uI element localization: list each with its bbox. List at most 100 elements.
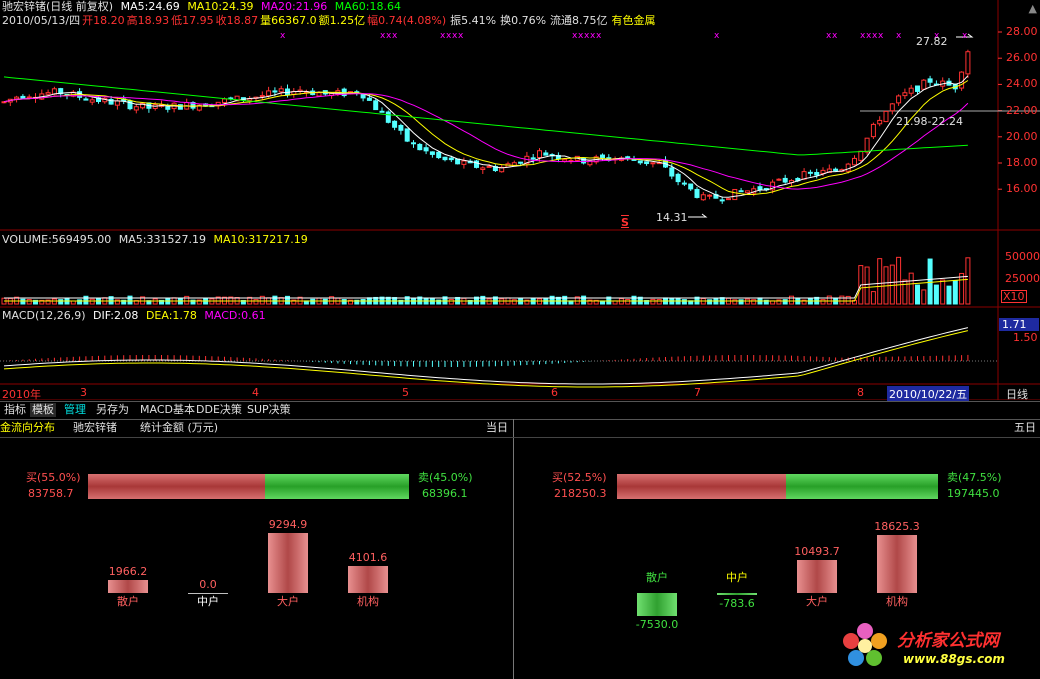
macd-params: MACD(12,26,9) <box>2 309 86 322</box>
today-buy-sell-bar <box>88 474 409 499</box>
candle-body <box>190 102 196 109</box>
candle-body <box>480 167 486 170</box>
volume-ma5-line <box>4 275 968 299</box>
volume-bar <box>776 299 782 305</box>
fund-bar-category: 中户 <box>197 595 219 608</box>
price-axis-label: 24.00 <box>1006 77 1038 91</box>
tab-sup-decision[interactable]: SUP决策 <box>247 403 291 416</box>
volume-bar <box>310 298 316 305</box>
ma20-line <box>3 93 969 190</box>
volume-bar <box>511 299 517 305</box>
fund-bar <box>108 580 148 593</box>
candle-body <box>883 110 889 123</box>
volume-bar <box>404 296 410 305</box>
volume-bar <box>681 299 687 305</box>
volume-bar <box>889 264 895 305</box>
volume-bar <box>436 299 442 305</box>
candle-body <box>600 154 605 159</box>
price-axis-label: 18.00 <box>1006 156 1038 169</box>
price-axis-label: 22.00 <box>1006 103 1038 117</box>
quote-close: 收18.87 <box>215 14 259 27</box>
volume-bar <box>593 299 599 305</box>
tab-template[interactable]: 模板 <box>30 403 56 417</box>
volume-bar <box>190 299 196 305</box>
volume-bar <box>933 284 939 305</box>
fund-bar-category: 大户 <box>277 595 299 608</box>
price-axis-label: 26.00 <box>1006 51 1038 65</box>
candle-body <box>908 87 914 94</box>
fiveday-buy-sell-bar <box>617 474 938 499</box>
fund-bar-value: -783.6 <box>719 597 755 611</box>
fiveday-buy-value: 218250.3 <box>554 487 607 500</box>
tab-manage[interactable]: 管理 <box>64 403 86 416</box>
time-axis-month: 3 <box>80 386 87 399</box>
tab-indicator[interactable]: 指标 <box>4 403 26 416</box>
candle-body <box>896 95 902 104</box>
volume-bar <box>801 299 807 305</box>
period-selector[interactable]: 日线 <box>1006 388 1028 401</box>
ma10-label: MA10:24.39 <box>187 0 254 13</box>
volume-bar <box>820 299 826 305</box>
candle-body <box>807 171 813 174</box>
fund-bar <box>717 593 757 596</box>
signal-marker: x <box>878 31 884 41</box>
signal-marker: x <box>872 31 878 41</box>
high-price-annotation: 27.82 <box>916 35 948 48</box>
tab-macd-basic[interactable]: MACD基本 <box>140 403 195 416</box>
low-price-annotation: 14.31 <box>656 211 688 224</box>
tab-dde-decision[interactable]: DDE决策 <box>196 403 242 416</box>
tab-save-as[interactable]: 另存为 <box>96 403 129 416</box>
panel-divider-top <box>0 419 1040 420</box>
today-label: 当日 <box>486 421 508 434</box>
time-axis-year: 2010年 <box>2 388 41 401</box>
quote-low: 低17.95 <box>171 14 214 27</box>
volume-bar <box>398 299 404 305</box>
volume-bar <box>159 299 164 305</box>
volume-unit: X10 <box>1001 290 1027 303</box>
quote-sector: 有色金属 <box>611 14 656 27</box>
volume-bar <box>587 299 593 305</box>
fund-bar <box>348 566 388 593</box>
candle-body <box>700 194 706 201</box>
candle-body <box>707 194 713 197</box>
candle-body <box>114 100 120 106</box>
candle-body <box>530 157 536 160</box>
candle-body <box>852 157 857 166</box>
signal-marker: x <box>896 31 902 41</box>
volume-bar <box>360 299 366 305</box>
volume-bar <box>549 295 555 305</box>
candle-body <box>581 157 587 164</box>
candle-body <box>448 157 454 161</box>
volume-bar <box>39 299 45 305</box>
signal-marker: x <box>380 31 386 41</box>
ma60-line <box>3 76 968 156</box>
fund-flow-unit: 统计金额 (万元) <box>140 421 219 434</box>
volume-bar <box>492 296 498 305</box>
volume-bar <box>927 258 933 305</box>
volume-bar <box>127 295 133 305</box>
candle-body <box>820 169 826 174</box>
volume-bar <box>140 296 146 305</box>
volume-value: VOLUME:569495.00 <box>2 233 112 246</box>
candle-body <box>858 150 864 161</box>
volume-bar <box>952 280 958 305</box>
volume-bar <box>77 299 83 305</box>
candle-body <box>140 102 146 109</box>
fund-bar-value: 0.0 <box>199 578 217 591</box>
volume-bar <box>864 266 870 305</box>
volume-bar <box>763 299 769 305</box>
quote-amplitude: 振5.41% <box>450 14 497 27</box>
macd-axis-current: 1.71 <box>999 318 1039 331</box>
volume-bar <box>51 298 57 305</box>
fund-bar-category: 机构 <box>357 595 379 608</box>
watermark-flower-logo <box>842 622 888 668</box>
volume-bar <box>480 295 486 305</box>
volume-bar <box>108 296 114 305</box>
signal-marker: x <box>280 31 286 41</box>
scroll-up-icon[interactable]: ▲ <box>1028 2 1037 15</box>
volume-bar <box>744 298 750 305</box>
candle-body <box>675 173 681 183</box>
candle-body <box>864 137 870 153</box>
candle-body <box>776 178 782 181</box>
